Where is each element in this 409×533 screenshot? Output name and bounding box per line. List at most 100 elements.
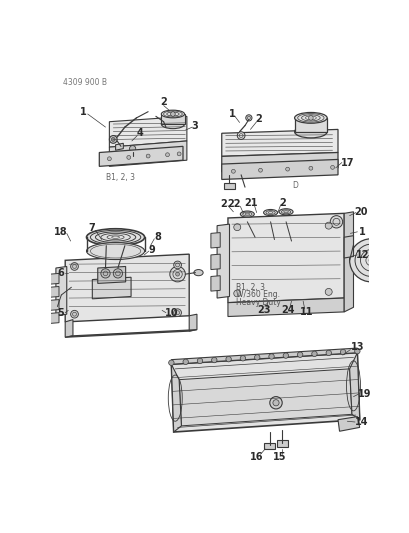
Circle shape	[111, 138, 115, 141]
Polygon shape	[171, 348, 357, 364]
Ellipse shape	[193, 270, 202, 276]
Circle shape	[175, 272, 179, 276]
Text: 18: 18	[54, 227, 67, 237]
Text: B1, 2, 3: B1, 2, 3	[235, 283, 264, 292]
Circle shape	[311, 351, 317, 357]
Polygon shape	[49, 273, 59, 284]
Text: 11: 11	[299, 307, 313, 317]
Circle shape	[308, 116, 312, 120]
Text: 1: 1	[228, 109, 235, 119]
Polygon shape	[49, 300, 59, 310]
Circle shape	[329, 216, 342, 228]
Polygon shape	[217, 224, 229, 298]
Polygon shape	[221, 152, 337, 172]
Text: B1, 2, 3: B1, 2, 3	[106, 173, 135, 182]
Circle shape	[368, 258, 373, 263]
Circle shape	[182, 359, 188, 365]
Circle shape	[233, 290, 240, 297]
Circle shape	[285, 167, 289, 171]
Ellipse shape	[240, 211, 254, 217]
Text: 4309 900 B: 4309 900 B	[63, 78, 107, 87]
Text: 15: 15	[272, 451, 286, 462]
Text: 20: 20	[354, 207, 367, 217]
Circle shape	[325, 350, 330, 356]
Circle shape	[113, 269, 122, 278]
Text: 12: 12	[355, 250, 369, 260]
Text: 1: 1	[359, 227, 365, 237]
Text: 7: 7	[88, 223, 95, 233]
Circle shape	[101, 269, 110, 278]
Circle shape	[146, 154, 150, 158]
Text: 6: 6	[57, 269, 64, 278]
Text: 2: 2	[278, 198, 285, 207]
Polygon shape	[171, 353, 359, 432]
Ellipse shape	[161, 110, 184, 118]
Polygon shape	[221, 159, 337, 180]
Circle shape	[269, 397, 281, 409]
Circle shape	[109, 135, 117, 143]
Polygon shape	[115, 143, 123, 150]
Ellipse shape	[294, 112, 326, 123]
Polygon shape	[294, 118, 326, 132]
Polygon shape	[161, 114, 184, 124]
Circle shape	[169, 266, 185, 282]
Ellipse shape	[86, 243, 144, 260]
Ellipse shape	[279, 209, 292, 215]
Circle shape	[168, 360, 174, 366]
Circle shape	[165, 153, 169, 157]
Circle shape	[268, 354, 274, 359]
Circle shape	[129, 146, 135, 152]
Text: 21: 21	[244, 198, 257, 207]
Polygon shape	[227, 213, 344, 303]
Text: 19: 19	[357, 389, 371, 399]
Polygon shape	[276, 440, 287, 447]
Polygon shape	[109, 141, 187, 166]
Circle shape	[211, 357, 216, 363]
Circle shape	[173, 309, 181, 317]
Polygon shape	[221, 130, 337, 156]
Circle shape	[330, 165, 334, 169]
Circle shape	[173, 261, 181, 269]
Circle shape	[240, 356, 245, 361]
Circle shape	[272, 400, 279, 406]
Polygon shape	[210, 232, 220, 248]
Circle shape	[258, 168, 262, 172]
Polygon shape	[179, 369, 351, 426]
Text: 2: 2	[254, 115, 261, 124]
Polygon shape	[349, 353, 359, 419]
Polygon shape	[224, 183, 234, 189]
Polygon shape	[171, 364, 181, 432]
Circle shape	[283, 353, 288, 358]
Circle shape	[126, 156, 130, 159]
Circle shape	[177, 152, 181, 156]
Circle shape	[254, 354, 259, 360]
Polygon shape	[97, 266, 125, 284]
Text: 22: 22	[227, 199, 240, 209]
Circle shape	[70, 263, 78, 270]
Circle shape	[349, 239, 392, 282]
Polygon shape	[109, 116, 187, 147]
Polygon shape	[65, 329, 196, 337]
Text: 4: 4	[137, 128, 144, 138]
Circle shape	[324, 288, 331, 295]
Text: 2: 2	[219, 199, 226, 209]
Text: 2: 2	[160, 98, 166, 108]
Polygon shape	[99, 147, 182, 166]
Polygon shape	[56, 266, 67, 316]
Circle shape	[297, 352, 302, 358]
Text: 16: 16	[249, 451, 263, 462]
Circle shape	[245, 115, 252, 121]
Text: 8: 8	[154, 232, 161, 242]
Text: 17: 17	[341, 158, 354, 167]
Circle shape	[107, 157, 111, 160]
Circle shape	[354, 349, 359, 354]
Text: 23: 23	[257, 305, 270, 316]
Polygon shape	[49, 287, 59, 297]
Circle shape	[225, 357, 231, 362]
Text: 13: 13	[350, 342, 363, 352]
Circle shape	[324, 222, 331, 229]
Polygon shape	[49, 313, 59, 324]
Ellipse shape	[263, 209, 277, 216]
Text: 9: 9	[148, 245, 155, 255]
Polygon shape	[65, 254, 189, 322]
